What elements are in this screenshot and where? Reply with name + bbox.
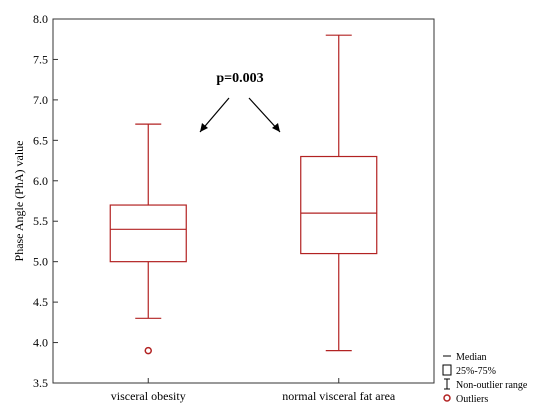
x-tick-label: visceral obesity (111, 389, 186, 403)
legend-label: 25%-75% (456, 366, 496, 377)
y-tick-label: 4.5 (33, 295, 48, 309)
legend-item: Median (443, 352, 487, 363)
y-tick-label: 4.0 (33, 336, 48, 350)
x-tick-label: normal visceral fat area (282, 389, 396, 403)
y-tick-label: 7.0 (33, 93, 48, 107)
legend-item: 25%-75% (442, 364, 496, 377)
y-tick-label: 8.0 (33, 12, 48, 26)
box-1 (109, 123, 187, 355)
legend-item: Outliers (443, 394, 488, 405)
box-iqr (300, 155, 378, 255)
legend-box-symbol (442, 364, 452, 376)
outlier-point (144, 346, 152, 355)
y-tick-label: 5.5 (33, 214, 48, 228)
y-tick-label: 7.5 (33, 52, 48, 66)
x-axis: visceral obesity normal visceral fat area (111, 378, 396, 403)
box-2 (300, 34, 378, 352)
box-iqr (109, 204, 187, 263)
boxes (109, 34, 378, 355)
y-tick-label: 6.0 (33, 174, 48, 188)
y-tick-label: 3.5 (33, 376, 48, 390)
legend-outlier-symbol (443, 394, 451, 402)
legend: Median 25%-75% Non-outlier range Outliers (442, 352, 528, 405)
y-tick-label: 6.5 (33, 133, 48, 147)
legend-label: Non-outlier range (456, 380, 528, 391)
legend-label: Outliers (456, 394, 488, 405)
p-value-text: p=0.003 (216, 71, 263, 86)
legend-item: Non-outlier range (444, 378, 528, 391)
legend-label: Median (456, 352, 487, 363)
arrowhead-right (272, 123, 280, 132)
y-axis-label: Phase Angle (PhA) value (12, 141, 26, 262)
p-value-annotation: p=0.003 (199, 71, 281, 133)
plot-area-frame (52, 18, 435, 384)
y-axis: 3.5 4.0 4.5 5.0 5.5 6.0 6.5 7.0 7.5 8.0 (33, 12, 58, 390)
arrowhead-left (200, 123, 208, 132)
y-tick-label: 5.0 (33, 255, 48, 269)
